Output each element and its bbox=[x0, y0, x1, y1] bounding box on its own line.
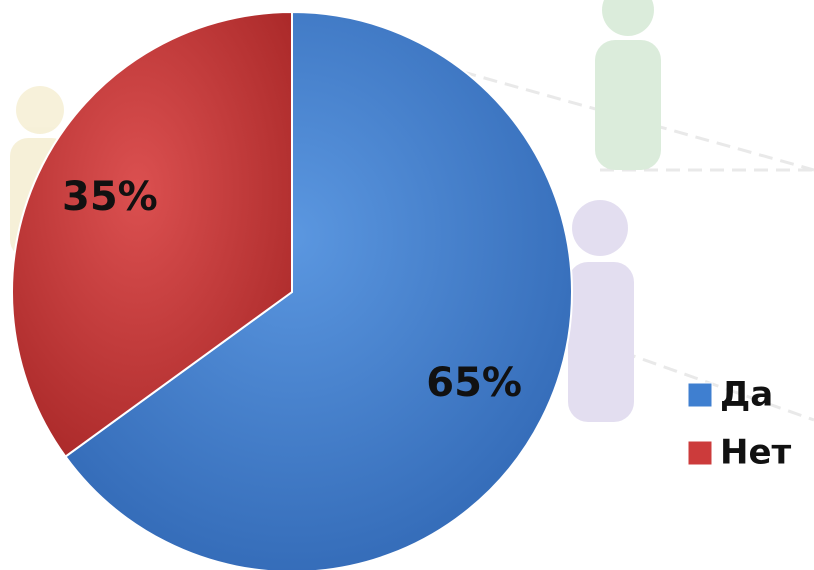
legend-label: Да bbox=[720, 375, 773, 415]
pie-slice bbox=[11, 10, 293, 458]
pie-slice bbox=[64, 10, 573, 570]
legend-label: Нет bbox=[720, 433, 792, 473]
pie: 65% 35% bbox=[11, 10, 573, 570]
legend-swatch bbox=[687, 440, 713, 466]
data-label: 65% bbox=[426, 360, 522, 406]
legend: Да Нет bbox=[687, 375, 792, 473]
legend-swatch bbox=[687, 382, 713, 408]
data-label: 35% bbox=[62, 174, 158, 220]
